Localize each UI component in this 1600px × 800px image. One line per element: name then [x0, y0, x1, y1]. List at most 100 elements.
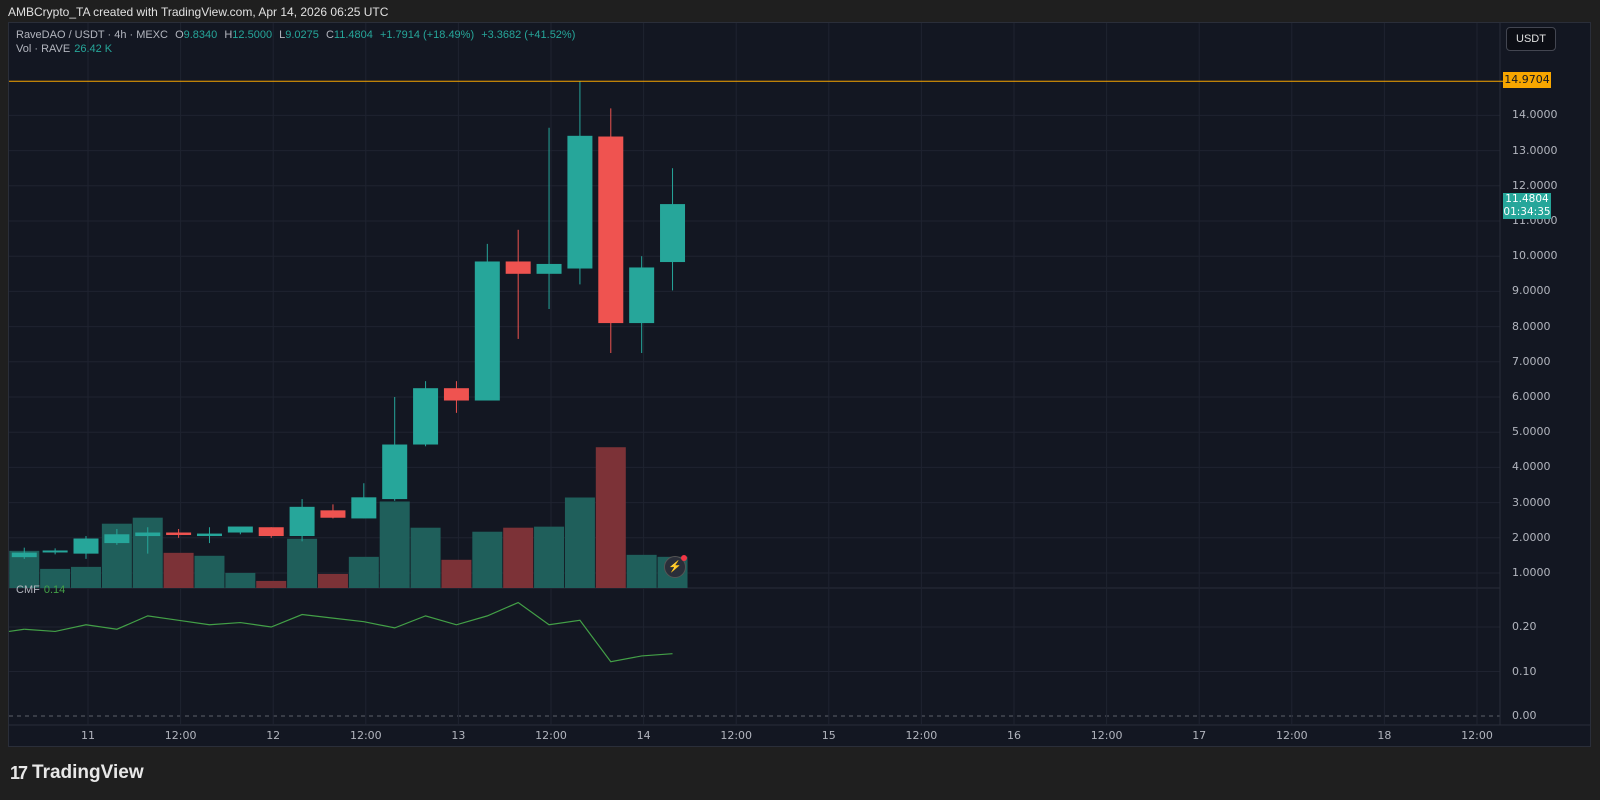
- cmf-tick-label: 0.20: [1512, 620, 1537, 633]
- attribution: AMBCrypto_TA created with TradingView.co…: [8, 5, 389, 19]
- ohlc: O9.8340 H12.5000 L9.0275 C11.4804 +1.791…: [175, 29, 579, 41]
- candle-body: [166, 532, 192, 535]
- cmf-tick-label: 0.10: [1512, 664, 1537, 678]
- bar-countdown: 01:34:35: [1503, 206, 1551, 218]
- time-tick-label: 14: [636, 729, 651, 742]
- candle-body: [598, 136, 624, 324]
- close-label: C: [325, 29, 334, 41]
- low-label: L: [279, 29, 286, 41]
- candle-body: [443, 388, 469, 401]
- change-value: +1.7914 (+18.49%): [379, 29, 475, 41]
- price-tick-label: 2.0000: [1512, 530, 1551, 544]
- candle-body: [351, 497, 377, 519]
- price-tick-label: 3.0000: [1512, 495, 1551, 509]
- last-price-tag: 11.4804 01:34:35: [1503, 193, 1551, 219]
- candle-body: [135, 532, 161, 537]
- candle-body: [258, 527, 284, 537]
- time-tick-label: 16: [1007, 729, 1021, 742]
- time-tick-label: 17: [1192, 729, 1207, 742]
- time-tick-label: 13: [451, 729, 466, 742]
- volume-bar: [194, 555, 225, 588]
- tradingview-logo: 17 TradingView: [10, 762, 144, 783]
- open-label: O: [175, 29, 184, 41]
- price-tick-label: 1.0000: [1512, 566, 1551, 579]
- candle-body: [320, 510, 346, 518]
- grid: [9, 23, 1590, 726]
- volume-bar: [379, 501, 410, 588]
- volume-bar: [441, 559, 472, 588]
- candle-body: [567, 135, 593, 269]
- candles: [11, 81, 686, 559]
- candle-body: [73, 538, 99, 554]
- volume-bar: [225, 572, 256, 588]
- volume-legend: Vol · RAVE 26.42 K: [16, 43, 116, 55]
- time-tick-label: 12:00: [1461, 729, 1493, 742]
- price-tick-label: 7.0000: [1512, 354, 1551, 368]
- reference-price-tag: 14.9704: [1503, 72, 1551, 88]
- time-tick-label: 12:00: [535, 729, 567, 742]
- candle-body: [505, 261, 531, 274]
- price-tick-label: 5.0000: [1512, 425, 1551, 439]
- change-value-2: +3.3682 (+41.52%): [481, 29, 576, 41]
- tv-logo-icon: 17: [10, 762, 28, 783]
- candle-body: [660, 204, 686, 263]
- last-price: 11.4804: [1505, 193, 1549, 205]
- volume-bar: [626, 554, 657, 588]
- overlays: [8, 80, 1503, 663]
- time-tick-label: 12:00: [349, 729, 382, 742]
- volume-bar: [595, 447, 626, 588]
- candle-body: [11, 552, 37, 558]
- volume-bar: [163, 552, 194, 588]
- time-tick-label: 15: [821, 729, 836, 742]
- lightning-icon[interactable]: ⚡: [664, 555, 687, 578]
- symbol-info[interactable]: RaveDAO / USDT · 4h · MEXC: [16, 29, 168, 41]
- volume-bar: [71, 566, 101, 588]
- volume-bar: [348, 556, 379, 588]
- high-value: 12.5000: [232, 29, 273, 41]
- volume-bar: [503, 527, 534, 588]
- time-tick-label: 12:00: [1275, 729, 1308, 742]
- candle-body: [536, 263, 562, 274]
- close-value: 11.4804: [333, 29, 373, 41]
- candle-body: [196, 533, 222, 537]
- time-tick-label: 18: [1377, 729, 1392, 742]
- candle-body: [382, 444, 408, 500]
- price-tick-label: 4.0000: [1512, 460, 1551, 474]
- time-tick-label: 12: [266, 729, 281, 742]
- price-tick-label: 12.0000: [1512, 178, 1558, 192]
- price-tick-label: 8.0000: [1512, 319, 1551, 333]
- cmf-tick-label: 0.00: [1512, 709, 1537, 722]
- volume-bar: [410, 527, 441, 588]
- volume-bar: [564, 497, 595, 588]
- time-tick-label: 12:00: [720, 729, 753, 742]
- time-tick-label: 12:00: [1090, 729, 1123, 742]
- time-tick-label: 11: [81, 729, 95, 742]
- cmf-label[interactable]: CMF: [16, 584, 40, 596]
- volume-bar: [534, 526, 565, 588]
- candle-body: [413, 388, 439, 445]
- currency-button[interactable]: USDT: [1506, 27, 1556, 51]
- volume-value: 26.42 K: [74, 43, 113, 55]
- candle-body: [289, 506, 315, 537]
- cmf-value: 0.14: [43, 584, 66, 596]
- volume-bar: [256, 580, 287, 588]
- price-tick-label: 14.0000: [1512, 108, 1558, 122]
- candle-body: [104, 534, 130, 544]
- price-tick-label: 6.0000: [1512, 390, 1551, 403]
- candle-body: [474, 261, 500, 401]
- candle-body: [227, 526, 253, 533]
- volume-label[interactable]: Vol · RAVE: [16, 43, 71, 55]
- price-tick-label: 9.0000: [1512, 284, 1551, 298]
- volume-bars: [9, 447, 688, 588]
- volume-bar: [317, 573, 348, 588]
- time-tick-label: 12:00: [164, 729, 197, 742]
- price-tick-label: 10.0000: [1512, 249, 1558, 263]
- symbol-legend: RaveDAO / USDT · 4h · MEXC O9.8340 H12.5…: [16, 29, 583, 41]
- cmf-line: [24, 601, 673, 663]
- candle-body: [629, 267, 655, 324]
- price-tick-label: 13.0000: [1512, 143, 1558, 157]
- high-label: H: [224, 29, 233, 41]
- cmf-line-start: [8, 628, 25, 633]
- cmf-legend: CMF 0.14: [16, 584, 69, 596]
